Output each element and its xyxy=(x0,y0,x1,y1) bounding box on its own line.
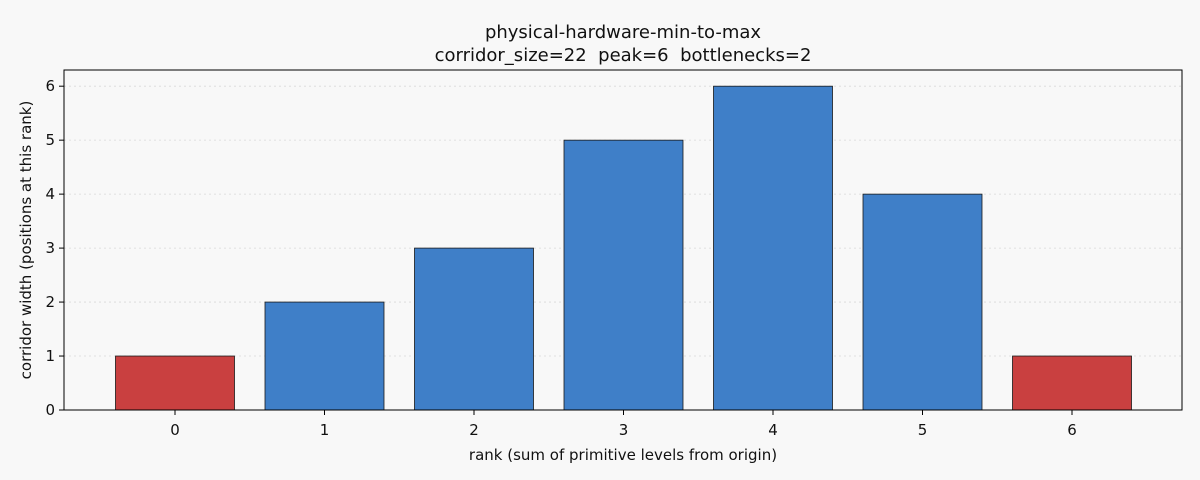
bar-3 xyxy=(563,139,684,411)
bar-1 xyxy=(264,301,385,411)
x-tick-label-0: 0 xyxy=(170,421,180,439)
bar-2 xyxy=(414,247,534,411)
x-tick-label-1: 1 xyxy=(320,421,330,439)
y-tick-label-0: 0 xyxy=(45,401,55,419)
y-tick-label-6: 6 xyxy=(45,77,55,95)
y-tick-label-1: 1 xyxy=(45,347,55,365)
chart-title: physical-hardware-min-to-max xyxy=(485,22,761,43)
x-axis-ticks: 0 1 2 3 4 5 6 xyxy=(170,410,1077,439)
bar-0 xyxy=(115,355,235,411)
bar-4 xyxy=(713,85,833,411)
y-axis-label: corridor width (positions at this rank) xyxy=(17,101,35,380)
x-axis-label: rank (sum of primitive levels from origi… xyxy=(469,446,777,464)
y-axis-ticks: 0 1 2 3 4 5 6 xyxy=(45,77,64,419)
y-tick-label-3: 3 xyxy=(45,239,55,257)
bars xyxy=(115,85,1132,411)
bar-6 xyxy=(1012,355,1132,411)
y-tick-label-5: 5 xyxy=(45,131,55,149)
x-tick-label-2: 2 xyxy=(469,421,479,439)
x-tick-label-5: 5 xyxy=(918,421,928,439)
x-tick-label-4: 4 xyxy=(768,421,778,439)
gridlines xyxy=(64,85,1182,357)
bar-5 xyxy=(862,193,983,411)
y-tick-label-2: 2 xyxy=(45,293,55,311)
chart-subtitle: corridor_size=22 peak=6 bottlenecks=2 xyxy=(435,45,812,66)
y-tick-label-4: 4 xyxy=(45,185,55,203)
x-tick-label-3: 3 xyxy=(619,421,629,439)
x-tick-label-6: 6 xyxy=(1067,421,1077,439)
